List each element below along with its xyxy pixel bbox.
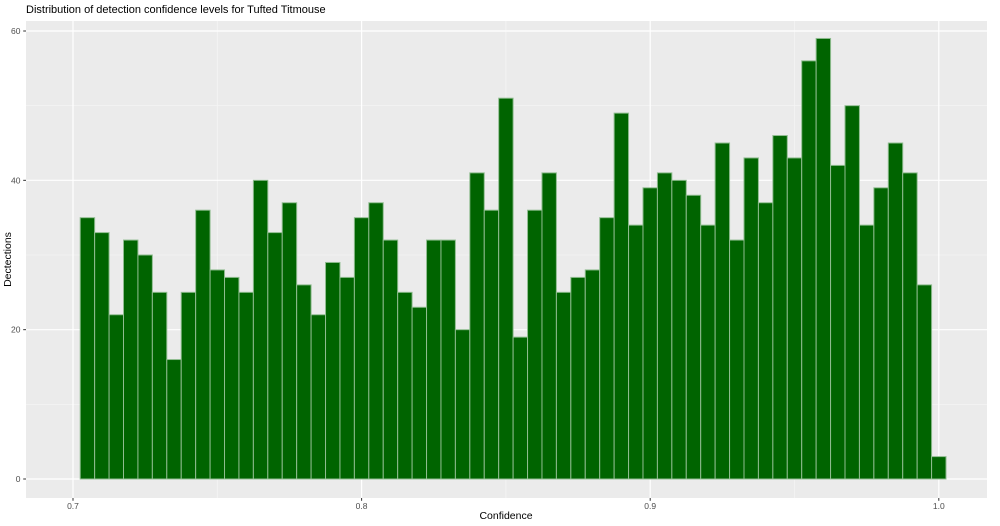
histogram-bar [368,202,384,480]
histogram-bar [830,164,846,480]
x-tick-label: 0.8 [356,501,368,511]
histogram-bar [887,142,904,480]
histogram-bar [209,269,226,480]
x-tick-label: 1.0 [933,501,945,511]
histogram-bar [873,187,889,480]
histogram-bar [411,306,428,480]
y-tick-label: 0 [16,474,21,484]
x-tick-label: 0.9 [644,501,656,511]
histogram-bar [252,179,269,480]
y-tick-label: 40 [11,175,21,185]
histogram-bar [570,276,586,480]
histogram-bar [786,157,803,480]
histogram-bar [180,291,197,480]
histogram-bar [498,97,514,480]
histogram-bars [79,37,947,480]
histogram-bar [469,172,485,480]
histogram-bar [902,172,918,480]
histogram-bar [599,217,615,480]
histogram-bar [382,239,399,480]
histogram-bar [79,217,96,480]
y-axis-title: Dectections [2,232,14,287]
histogram-bar [858,224,875,480]
histogram-bar [815,37,832,480]
histogram-bar [137,254,153,480]
histogram-bar [844,105,860,480]
histogram-bar [743,157,759,480]
histogram-bar [757,202,774,480]
histogram-bar [281,202,298,480]
histogram-bar [772,135,788,480]
histogram-bar [613,112,630,480]
histogram-bar [267,232,283,480]
histogram-bar [454,329,471,480]
histogram-bar [584,269,601,480]
histogram-bar [94,232,110,480]
axis-ticks [23,30,940,501]
histogram-bar [151,291,168,480]
histogram-bar [916,284,933,480]
histogram-bar [353,217,370,480]
histogram-bar [195,209,211,480]
histogram-bar [224,276,240,480]
x-axis-title: Confidence [479,510,532,522]
histogram-bar [310,314,327,480]
histogram-bar [238,291,254,480]
histogram-bar [483,209,500,480]
histogram-bar [512,336,529,480]
histogram-bar [555,291,572,480]
histogram-bar [166,359,182,480]
histogram-bar [426,239,442,480]
y-tick-label: 20 [11,325,21,335]
histogram-bar [671,179,687,480]
histogram-bar [656,172,673,480]
histogram-bar [931,456,947,480]
histogram-bar [123,239,139,480]
histogram-bar [296,284,312,480]
axis-tick-labels: 0.7 0.8 0.9 1.0 0 20 40 60 [11,26,945,511]
chart-title: Distribution of detection confidence lev… [26,4,326,16]
y-tick-label: 60 [11,26,21,36]
histogram-bar [108,314,125,480]
histogram-bar [325,261,341,480]
histogram-bar [397,291,413,480]
histogram-bar [700,224,716,480]
histogram-bar [685,194,702,480]
histogram-bar [339,276,355,480]
histogram-bar [642,187,658,480]
histogram-bar [628,224,644,480]
histogram-bar [440,239,456,480]
x-tick-label: 0.7 [67,501,79,511]
histogram-bar [729,239,745,480]
histogram-bar [541,172,557,480]
histogram-bar [801,60,817,480]
histogram-bar [714,142,731,480]
histogram-bar [527,209,543,480]
